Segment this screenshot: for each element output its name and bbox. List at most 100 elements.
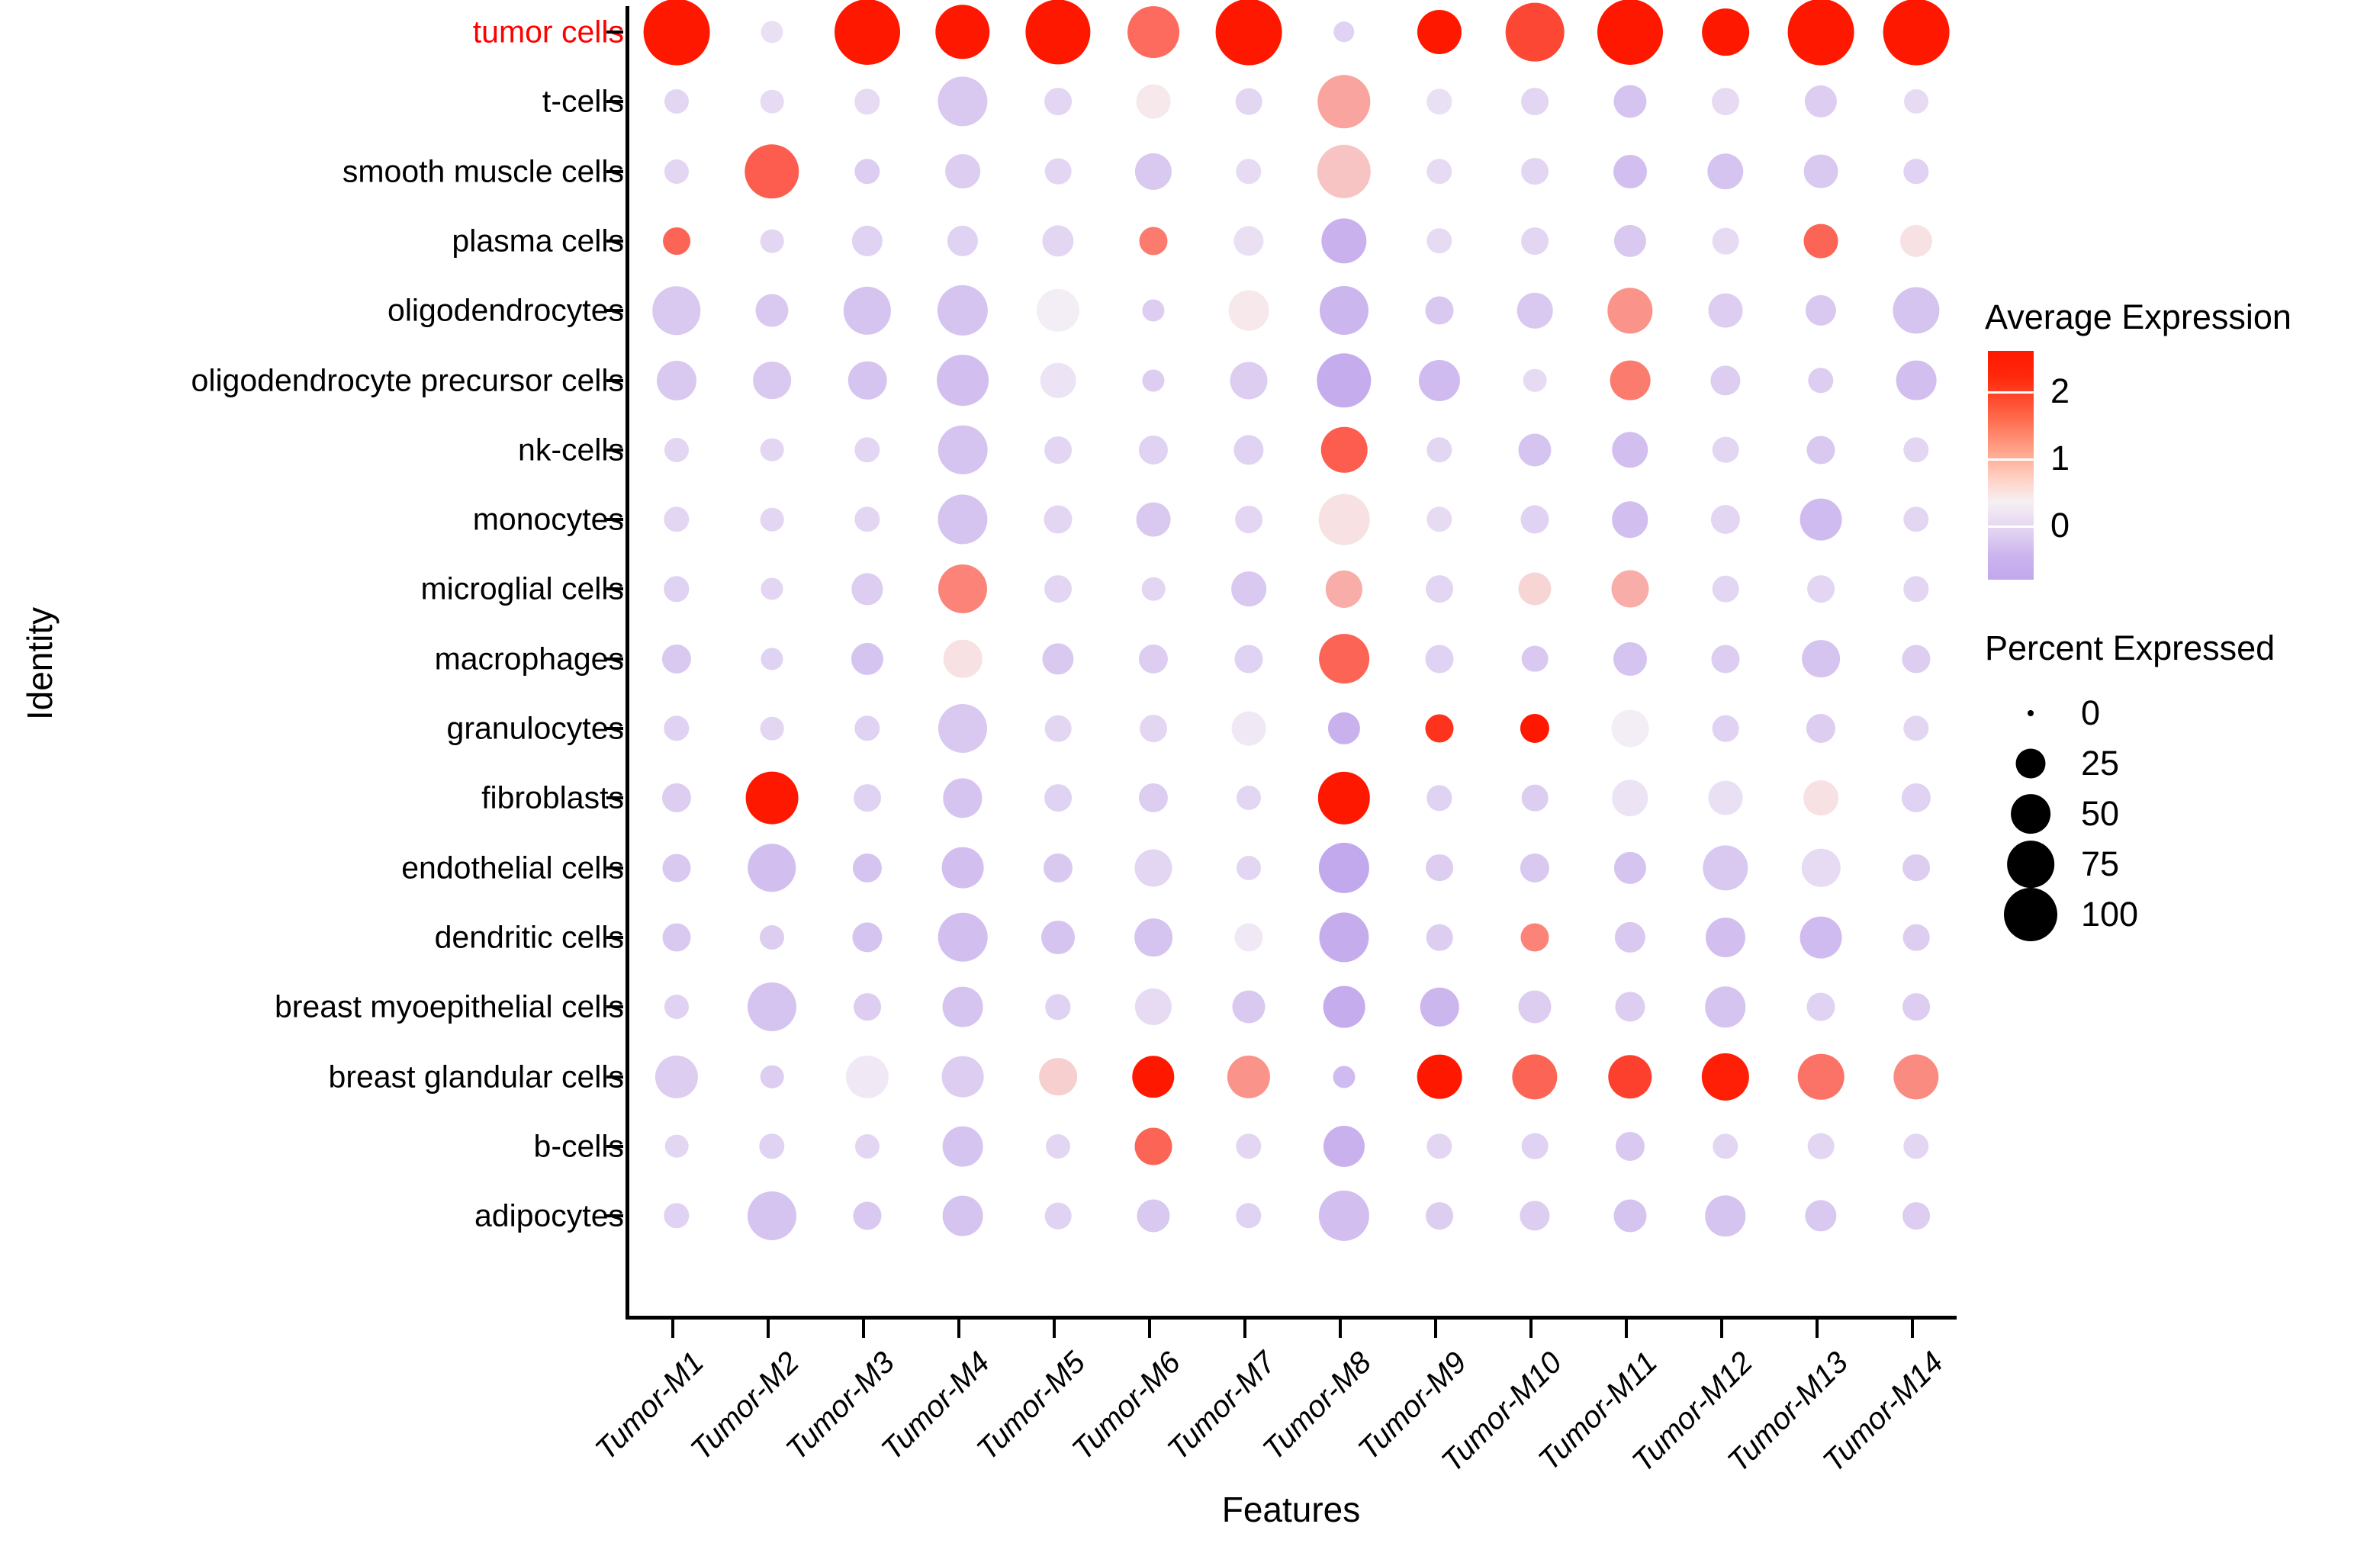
dot-tumor-m4-dendritic-cells [938,912,988,963]
percent-expressed-legend-dot [2015,748,2046,779]
dot-tumor-m10-smooth-muscle-cells [1521,157,1549,185]
dot-tumor-m1-monocytes [664,506,690,532]
dot-tumor-m14-breast-glandular-cells [1893,1053,1939,1100]
dot-tumor-m7-monocytes [1235,506,1262,534]
dot-tumor-m4-granulocytes [938,703,988,754]
dot-tumor-m6-microglial-cells [1141,577,1166,601]
dot-tumor-m7-macrophages [1234,645,1263,674]
percent-expressed-legend-row: 25 [1983,738,2380,789]
dot-tumor-m8-b-cells [1323,1125,1365,1167]
dot-tumor-m3-oligodendrocytes [843,287,892,335]
dot-tumor-m10-granulocytes [1520,713,1550,744]
dot-tumor-m6-b-cells [1134,1127,1172,1165]
dot-tumor-m12-fibroblasts [1708,780,1743,815]
y-tick-mark [606,1144,623,1148]
dot-tumor-m8-dendritic-cells [1319,912,1369,963]
x-tick-mark [1720,1320,1723,1338]
y-tick-mark [606,796,623,800]
dot-tumor-m11-monocytes [1612,501,1648,538]
dot-tumor-m4-tumor-cells [935,5,990,59]
dot-tumor-m6-monocytes [1136,502,1171,537]
y-tick-label-adipocytes: adipocytes [474,1198,624,1233]
dot-tumor-m9-dendritic-cells [1426,924,1453,951]
dot-tumor-m5-tumor-cells [1025,0,1091,65]
y-tick-label-breast-glandular-cells: breast glandular cells [328,1059,624,1094]
percent-expressed-legend-dot [2004,888,2057,941]
dot-tumor-m4-oligodendrocytes [937,285,989,336]
dot-tumor-m13-fibroblasts [1803,780,1838,816]
percent-expressed-legend-label: 50 [2081,794,2120,833]
dot-tumor-m3-endothelial-cells [852,853,883,882]
dot-tumor-m6-granulocytes [1140,715,1167,742]
y-tick-mark [606,1005,623,1009]
dot-tumor-m6-fibroblasts [1138,783,1169,813]
x-axis-tick-area: Tumor-M1 Tumor-M2 Tumor-M3 Tumor-M4 Tumor-M5… [589,1320,1968,1548]
dot-tumor-m7-granulocytes [1231,711,1266,746]
dot-tumor-m6-adipocytes [1137,1199,1170,1233]
dot-tumor-m12-oligodendrocytes [1708,293,1743,328]
dot-tumor-m10-oligodendrocyte-precursor-cells [1523,368,1547,392]
dot-matrix [629,0,1960,1320]
dot-tumor-m6-endothelial-cells [1134,849,1172,887]
dot-tumor-m14-microglial-cells [1903,576,1929,603]
dot-tumor-m2-breast-glandular-cells [760,1065,784,1088]
dot-tumor-m7-plasma-cells [1233,226,1264,256]
dot-tumor-m14-t-cells [1903,89,1929,114]
average-expression-legend: Average Expression 2 1 0 [1983,297,2380,587]
dot-tumor-m2-tumor-cells [761,21,783,43]
x-tick-mark [1434,1320,1437,1338]
percent-expressed-legend-row: 100 [1983,888,2380,941]
dot-tumor-m5-oligodendrocytes [1036,289,1080,333]
dot-tumor-m9-oligodendrocytes [1425,296,1454,325]
dot-tumor-m9-adipocytes [1426,1202,1453,1230]
dot-tumor-m9-monocytes [1426,506,1452,532]
y-tick-label-endothelial-cells: endothelial cells [401,850,624,886]
dot-tumor-m7-fibroblasts [1236,786,1262,811]
y-tick-mark [606,309,623,313]
y-tick-mark [606,1214,623,1218]
y-tick-label-oligodendrocyte-precursor-cells: oligodendrocyte precursor cells [191,362,624,397]
dot-tumor-m8-smooth-muscle-cells [1317,144,1372,198]
dot-tumor-m11-endothelial-cells [1613,851,1647,884]
dot-tumor-m11-macrophages [1613,641,1647,676]
dot-tumor-m7-breast-myoepithelial-cells [1232,990,1266,1024]
dot-tumor-m10-endothelial-cells [1520,853,1550,882]
dot-tumor-m9-plasma-cells [1426,228,1452,254]
dot-tumor-m4-monocytes [938,494,988,545]
dot-tumor-m7-nk-cells [1233,435,1264,465]
y-tick-mark [606,31,623,34]
dot-tumor-m13-breast-myoepithelial-cells [1806,992,1835,1021]
dot-tumor-m11-oligodendrocyte-precursor-cells [1610,360,1651,400]
dot-tumor-m11-microglial-cells [1611,570,1649,608]
dot-tumor-m8-microglial-cells [1325,571,1363,608]
dot-tumor-m13-monocytes [1799,498,1842,541]
dot-tumor-m5-macrophages [1042,643,1074,675]
dot-tumor-m5-monocytes [1044,505,1073,534]
dot-tumor-m13-oligodendrocyte-precursor-cells [1808,367,1834,394]
x-tick-mark [1816,1320,1819,1338]
dot-tumor-m6-macrophages [1138,644,1169,674]
dot-tumor-m7-t-cells [1235,88,1262,115]
dot-tumor-m11-oligodendrocytes [1607,288,1653,333]
dot-tumor-m14-nk-cells [1903,437,1929,463]
y-tick-label-granulocytes: granulocytes [446,710,624,746]
dot-tumor-m1-t-cells [664,89,690,114]
dot-tumor-m10-fibroblasts [1521,784,1549,812]
y-tick-mark [606,866,623,870]
dot-tumor-m13-t-cells [1804,85,1838,118]
x-tick-mark [671,1320,674,1338]
colorbar-wrapper: 2 1 0 [1983,351,2380,587]
dot-tumor-m2-endothelial-cells [748,843,796,892]
dot-tumor-m6-tumor-cells [1127,6,1179,58]
dot-tumor-m13-macrophages [1802,639,1840,678]
dot-tumor-m1-oligodendrocytes [652,286,701,335]
dot-tumor-m8-endothelial-cells [1318,842,1370,893]
dot-tumor-m8-tumor-cells [1333,21,1355,43]
dot-tumor-m1-dendritic-cells [662,923,691,952]
dot-tumor-m3-nk-cells [854,437,880,463]
dot-tumor-m13-smooth-muscle-cells [1803,154,1838,189]
y-tick-mark [606,727,623,730]
dot-tumor-m10-microglial-cells [1518,572,1552,606]
dot-tumor-m8-breast-myoepithelial-cells [1323,985,1365,1028]
x-tick-mark [1911,1320,1914,1338]
